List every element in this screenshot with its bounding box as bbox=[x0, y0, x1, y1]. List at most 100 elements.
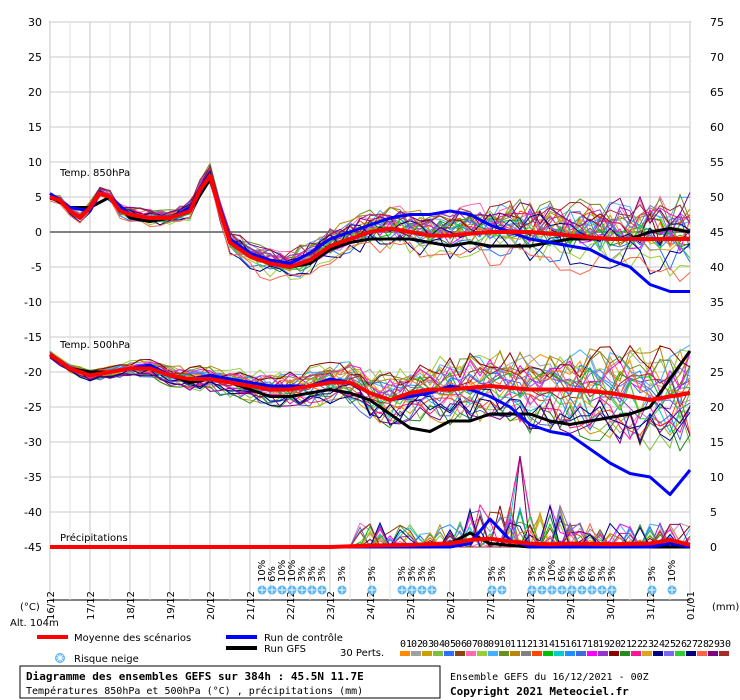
member-swatch bbox=[642, 651, 652, 656]
t850-mean-line bbox=[49, 174, 690, 269]
chart-title: Diagramme des ensembles GEFS sur 384h : … bbox=[26, 670, 364, 683]
member-code: 01 bbox=[400, 639, 412, 650]
x-tick-date: 01/01 bbox=[686, 591, 697, 620]
member-swatch bbox=[510, 651, 520, 656]
snow-risk-pct: 3% bbox=[597, 566, 608, 582]
snow-risk-pct: 10% bbox=[287, 560, 298, 582]
y-tick-left: -35 bbox=[24, 471, 42, 484]
snow-risk-icon bbox=[297, 585, 307, 595]
member-code: 02 bbox=[411, 639, 423, 650]
y-tick-left: -10 bbox=[24, 296, 42, 309]
snow-risk-pct: 3% bbox=[317, 566, 328, 582]
y-tick-right: 55 bbox=[710, 156, 724, 169]
y-tick-left: -5 bbox=[31, 261, 42, 274]
member-swatch bbox=[411, 651, 421, 656]
highlight-series bbox=[48, 174, 692, 549]
member-code: 11 bbox=[510, 639, 522, 650]
snow-risk-icon bbox=[567, 585, 577, 595]
snow-risk-icon bbox=[277, 585, 287, 595]
member-code: 09 bbox=[488, 639, 500, 650]
snow-risk-icon bbox=[267, 585, 277, 595]
member-code: 18 bbox=[587, 639, 599, 650]
y-tick-left: -25 bbox=[24, 401, 42, 414]
member-swatch bbox=[400, 651, 410, 656]
member-code: 07 bbox=[466, 639, 478, 650]
snow-risk-pct: 3% bbox=[307, 566, 318, 582]
member-code: 27 bbox=[686, 639, 698, 650]
y-tick-left: 25 bbox=[28, 51, 42, 64]
legend-perts-label: 30 Perts. bbox=[340, 648, 384, 659]
y-tick-left: 0 bbox=[35, 226, 42, 239]
member-swatch bbox=[477, 651, 487, 656]
member-swatch bbox=[719, 651, 729, 656]
member-swatch bbox=[598, 651, 608, 656]
member-code: 20 bbox=[609, 639, 621, 650]
member-swatch bbox=[433, 651, 443, 656]
member-swatch bbox=[521, 651, 531, 656]
member-swatch bbox=[455, 651, 465, 656]
label-t850: Temp. 850hPa bbox=[59, 168, 130, 179]
y-tick-right: 25 bbox=[710, 366, 724, 379]
snow-risk-pct: 10% bbox=[257, 560, 268, 582]
y-tick-right: 35 bbox=[710, 296, 724, 309]
y-tick-right: 0 bbox=[710, 541, 717, 554]
y-tick-right: 60 bbox=[710, 121, 724, 134]
x-tick-date: 24/12 bbox=[366, 591, 377, 620]
member-line bbox=[49, 170, 691, 265]
t850-gfs-line bbox=[49, 178, 691, 269]
legend-snow-label: Risque neige bbox=[74, 654, 139, 665]
member-line bbox=[49, 357, 691, 430]
y-tick-left: -45 bbox=[24, 541, 42, 554]
member-swatch bbox=[675, 651, 685, 656]
snow-risk-icon bbox=[367, 585, 377, 595]
member-swatch bbox=[620, 651, 630, 656]
member-code: 28 bbox=[697, 639, 709, 650]
y-tick-left: -40 bbox=[24, 506, 42, 519]
snow-risk-pct: 3% bbox=[487, 566, 498, 582]
member-swatch bbox=[708, 651, 718, 656]
x-tick-date: 26/12 bbox=[446, 591, 457, 620]
snow-risk-pct: 6% bbox=[267, 566, 278, 582]
snow-risk-pct: 10% bbox=[277, 560, 288, 582]
snow-risk-icon bbox=[607, 585, 617, 595]
snow-risk-pct: 3% bbox=[337, 566, 348, 582]
member-swatch bbox=[686, 651, 696, 656]
snow-risk-pct: 3% bbox=[537, 566, 548, 582]
member-swatch bbox=[543, 651, 553, 656]
legend-gfs-label: Run GFS bbox=[264, 644, 306, 655]
member-swatch bbox=[664, 651, 674, 656]
member-code: 24 bbox=[653, 639, 665, 650]
member-swatch bbox=[422, 651, 432, 656]
member-code: 06 bbox=[455, 639, 467, 650]
snow-risk-pct: 3% bbox=[647, 566, 658, 582]
snow-risk-icon bbox=[407, 585, 417, 595]
snow-risk-pct: 3% bbox=[367, 566, 378, 582]
snow-risk-pct: 3% bbox=[427, 566, 438, 582]
member-code: 16 bbox=[565, 639, 577, 650]
x-tick-date: 31/12 bbox=[646, 591, 657, 620]
snow-risk-icon bbox=[647, 585, 657, 595]
y-tick-left: -30 bbox=[24, 436, 42, 449]
y-tick-right: 40 bbox=[710, 261, 724, 274]
member-code: 14 bbox=[543, 639, 555, 650]
member-code: 10 bbox=[499, 639, 511, 650]
y-tick-left: 20 bbox=[28, 86, 42, 99]
y-tick-right: 5 bbox=[710, 506, 717, 519]
snow-risk-icon bbox=[547, 585, 557, 595]
member-line bbox=[49, 165, 691, 263]
member-code: 15 bbox=[554, 639, 566, 650]
member-code: 03 bbox=[422, 639, 434, 650]
x-tick-date: 25/12 bbox=[406, 591, 417, 620]
y-tick-left: -15 bbox=[24, 331, 42, 344]
snow-risk-pct: 10% bbox=[667, 560, 678, 582]
member-code: 13 bbox=[532, 639, 544, 650]
snow-risk-icon bbox=[527, 585, 537, 595]
y-tick-right: 15 bbox=[710, 436, 724, 449]
snow-risk-icon bbox=[287, 585, 297, 595]
run-info: Ensemble GEFS du 16/12/2021 - 00Z bbox=[450, 672, 649, 683]
x-tick-date: 19/12 bbox=[166, 591, 177, 620]
member-code: 08 bbox=[477, 639, 489, 650]
snow-risk-pct: 3% bbox=[607, 566, 618, 582]
snow-risk-icon bbox=[487, 585, 497, 595]
